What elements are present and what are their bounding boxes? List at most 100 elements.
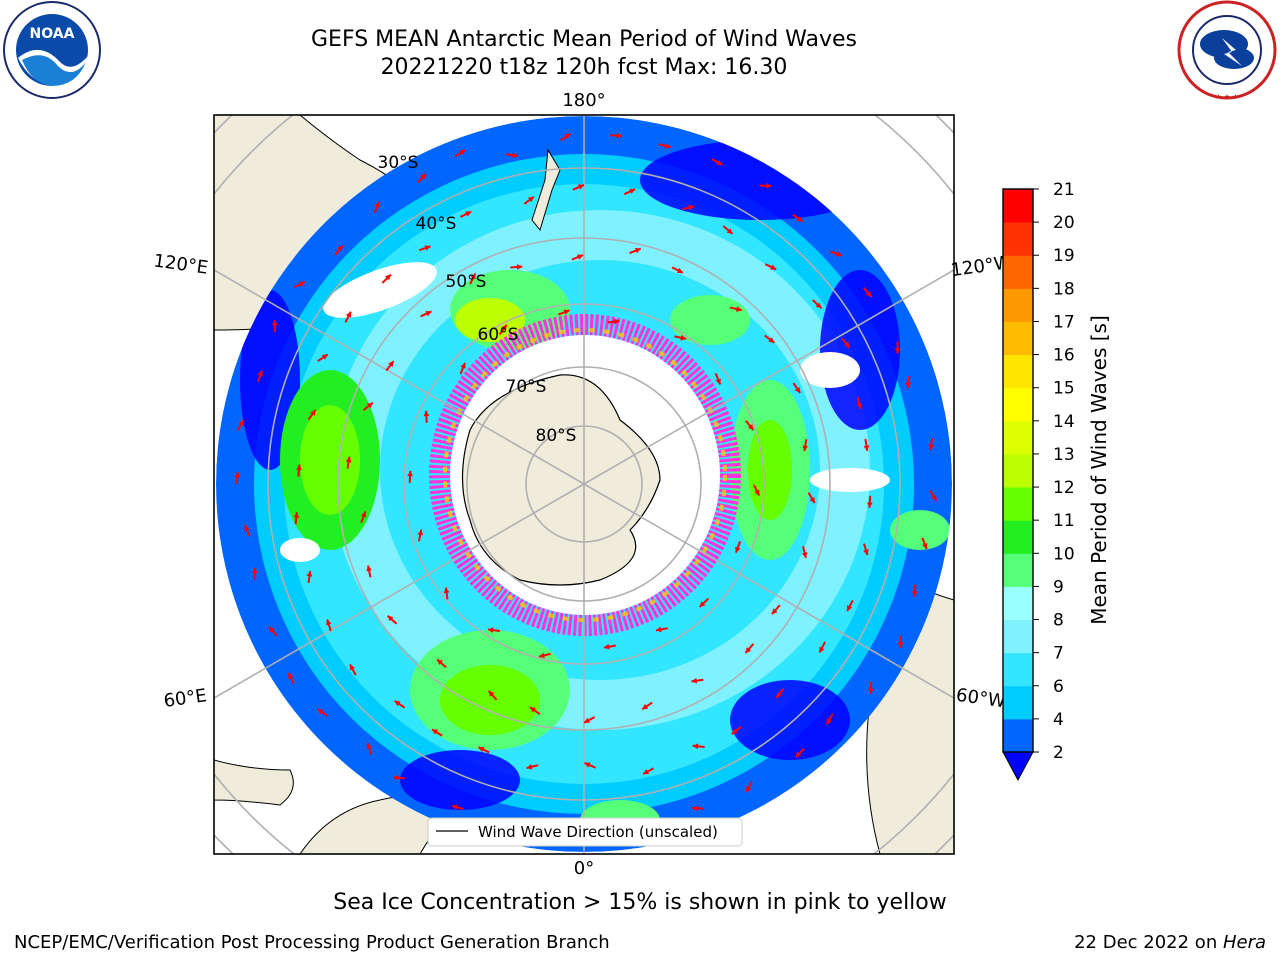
colorbar-swatch [1003, 685, 1033, 720]
wind-wave-arrow-head [770, 264, 777, 270]
colorbar-swatch [1003, 453, 1033, 488]
wind-wave-arrow-head [815, 302, 822, 309]
wind-wave-arrow-head [337, 245, 343, 252]
wind-wave-arrow-head [801, 552, 808, 558]
colorbar-tick-label: 20 [1053, 213, 1075, 233]
wind-wave-arrow-head [835, 251, 842, 257]
wind-wave-arrow-head [843, 341, 850, 348]
colorbar-swatch [1003, 420, 1033, 455]
wind-wave-arrow-head [655, 626, 662, 633]
colorbar-swatch [1003, 255, 1033, 289]
wind-wave-arrow-head [269, 626, 275, 633]
wind-wave-arrow-head [425, 311, 432, 317]
wind-wave-arrow-head [465, 211, 472, 217]
antarctica-land [461, 374, 661, 586]
wind-wave-arrow-head [443, 587, 450, 594]
wind-wave-arrow-head [420, 173, 426, 180]
map-title: GEFS MEAN Antarctic Mean Period of Wind … [311, 27, 857, 52]
wind-wave-arrow-head [407, 470, 413, 477]
wind-wave-arrow-head [577, 254, 583, 260]
wind-wave-arrow-head [676, 267, 683, 273]
wind-wave-arrow-head [487, 627, 494, 633]
svg-text:★ ★ ★: ★ ★ ★ [1215, 93, 1238, 101]
wind-wave-arrow-head [299, 281, 306, 287]
wind-wave-arrow-head [321, 354, 328, 360]
wind-wave-arrow-head [746, 786, 752, 793]
wind-wave-arrow-head [897, 642, 904, 648]
svg-text:·: · [51, 96, 52, 101]
wind-wave-arrows [234, 132, 938, 829]
colorbar-tick-label: 4 [1053, 710, 1064, 730]
wind-wave-arrow-head [629, 188, 636, 194]
wind-wave-arrow-head [366, 402, 373, 409]
wind-wave-arrow-head [616, 132, 623, 139]
wind-wave-arrow-head [731, 728, 738, 735]
wind-wave-arrow-head [931, 494, 937, 501]
wind-wave-arrow-head [478, 746, 485, 753]
colorbar-swatch [1003, 586, 1033, 621]
wind-wave-arrow-head [326, 619, 332, 626]
noaa-logo: NOAA · [3, 1, 101, 101]
colorbar-label: Mean Period of Wind Waves [s] [1087, 315, 1111, 625]
colorbar-tick-label: 6 [1053, 677, 1064, 697]
date-text: 22 Dec 2022 on Hera [1074, 932, 1266, 953]
wind-wave-arrow-head [856, 403, 863, 409]
wind-wave-arrow-head [431, 729, 438, 735]
wind-wave-arrow-head [911, 591, 918, 597]
wind-wave-arrow-head [271, 319, 278, 326]
colorbar-swatch [1003, 520, 1033, 554]
colorbar-tick-label: 11 [1053, 511, 1075, 531]
wind-wave-arrow-head [735, 546, 741, 553]
wind-wave-arrow-head [529, 707, 536, 713]
wind-wave-arrow-head [680, 334, 687, 341]
wind-wave-arrow-head [488, 690, 495, 697]
wind-wave-arrow-head [584, 762, 591, 768]
wind-wave-arrow-head [745, 647, 752, 653]
wind-wave-arrow-head [306, 570, 313, 577]
colorbar-tick-label: 21 [1053, 180, 1075, 200]
colorbar-tick-label: 14 [1053, 412, 1075, 432]
colorbar-tick-label: 7 [1053, 644, 1064, 664]
lat-label-40s: 40°S [416, 214, 457, 234]
wind-wave-arrow-head [366, 743, 372, 750]
colorbar-swatch [1003, 619, 1033, 654]
colorbar-tick-label: 15 [1053, 379, 1075, 399]
lat-label-50s: 50°S [446, 272, 487, 292]
wind-wave-arrow-head [794, 387, 801, 393]
wind-wave-arrow-head [366, 565, 372, 572]
wind-wave-arrow-head [516, 264, 523, 270]
lat-label-70s: 70°S [506, 377, 547, 397]
wind-wave-arrow-head [613, 318, 620, 325]
wind-wave-arrow-head [460, 362, 466, 369]
colorbar-tick-label: 16 [1053, 346, 1075, 366]
sea-ice-ring [429, 314, 741, 636]
wind-wave-arrow-head [424, 245, 431, 251]
colorbar-frame [1002, 188, 1034, 753]
lon-label-0: 0° [574, 858, 594, 879]
colorbar-swatch [1003, 288, 1033, 322]
wind-wave-arrow-head [692, 805, 698, 812]
wind-wave-arrow-head [385, 274, 391, 281]
wind-wave-arrow-head [345, 311, 352, 318]
wind-wave-arrow-head [643, 768, 650, 775]
wind-wave-arrow-head [726, 228, 733, 234]
wind-wave-arrow-head [603, 643, 610, 650]
colorbar-swatch [1003, 487, 1033, 521]
map-frame [213, 114, 955, 855]
wind-wave-arrow-head [374, 201, 380, 208]
legend-label: Wind Wave Direction (unscaled) [478, 823, 718, 841]
noaa-logo-text: NOAA [30, 26, 75, 42]
colorbar-tick-label: 9 [1053, 577, 1064, 597]
wind-wave-arrow-head [238, 419, 244, 426]
wind-wave-arrow-head [634, 247, 641, 254]
wind-wave-arrow-head [688, 204, 695, 211]
colorbar-swatch [1003, 652, 1033, 687]
wind-wave-arrow-head [664, 143, 671, 149]
wind-wave-arrow-head [868, 688, 874, 694]
wind-wave-arrow-head [905, 382, 912, 389]
wind-wave-arrow-head [437, 659, 443, 665]
nws-logo: ★ ★ ★ [1177, 0, 1277, 101]
sea-ice-note: Sea Ice Concentration > 15% is shown in … [333, 890, 947, 915]
